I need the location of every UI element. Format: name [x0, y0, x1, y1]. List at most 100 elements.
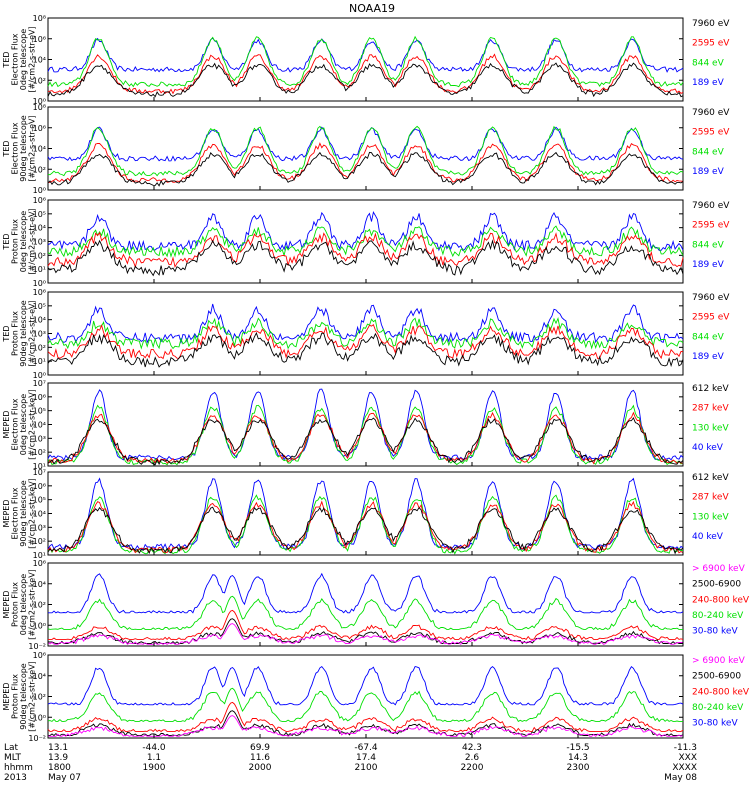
series-trace-1 [47, 500, 684, 554]
series-trace-0 [47, 331, 684, 368]
series-trace-0 [47, 715, 684, 737]
legend-entry: 612 keV [692, 473, 729, 483]
y-axis-label-line: Electron Flux [11, 33, 20, 85]
y-axis-label-line: 90deg telescope [19, 300, 28, 367]
series-trace-3 [47, 687, 683, 723]
y-tick-label: 10⁶ [33, 196, 46, 205]
x-tick-label: May 08 [664, 773, 697, 783]
y-tick-label: 10¹ [33, 462, 46, 471]
y-tick-label: 10³ [33, 238, 46, 247]
panel-frame [47, 291, 684, 376]
panel-frame [47, 106, 684, 191]
y-axis-label-line: Electron Flux [11, 487, 20, 539]
series-trace-1 [48, 710, 684, 737]
legend-entry: 2595 eV [692, 39, 730, 49]
y-axis-label-line: 90deg telescope [19, 480, 28, 547]
y-axis-label-line: 0deg telescope [19, 574, 28, 635]
panel-4: 10⁰ 10¹ 10² 10³ 10⁴ 10⁵ 10⁶ TED Proton Flux 90deg… [2, 288, 730, 380]
x-axis-row-label: MLT [4, 753, 22, 763]
y-tick-label: 10⁰ [33, 621, 46, 630]
y-axis-label-line: Proton Flux [11, 582, 20, 627]
legend-entry: 40 keV [692, 532, 724, 542]
y-tick-label: 10³ [33, 330, 46, 339]
series-trace-3 [47, 595, 683, 631]
y-tick-label: 10⁵ [33, 407, 46, 416]
x-tick-label: 2300 [567, 763, 590, 773]
series-trace-2 [47, 701, 684, 733]
y-axis-label-line: 90deg telescope [19, 115, 28, 182]
y-tick-label: 10⁶ [33, 651, 46, 660]
panel-2: 10⁰ 10² 10⁴ 10⁶ 10⁸ TED Electron Flux 90deg tel… [2, 103, 730, 195]
y-tick-label: 10² [33, 343, 46, 352]
legend-entry: 2595 eV [692, 221, 730, 231]
legend-entry: 80-240 keV [692, 703, 744, 713]
y-tick-label: 10² [33, 601, 46, 610]
legend-entry: 844 eV [692, 240, 725, 250]
x-tick-label: 1800 [48, 763, 71, 773]
legend-entry: 2500-6900 [692, 580, 741, 590]
x-tick-label: 42.3 [462, 743, 482, 753]
y-axis-label-line: Proton Flux [11, 219, 20, 264]
series-trace-1 [47, 142, 684, 183]
y-tick-label: 10² [33, 693, 46, 702]
legend-entry: > 6900 keV [692, 656, 746, 666]
y-axis-label-line: TED [2, 233, 11, 250]
y-tick-label: 10⁴ [33, 224, 46, 233]
y-axis-label-line: [#/cm2-s-str-eV] [28, 208, 37, 274]
y-tick-label: 10² [33, 448, 46, 457]
series-trace-4 [48, 572, 684, 614]
x-tick-label: 11.6 [250, 753, 270, 763]
legend-entry: 189 eV [692, 167, 725, 177]
y-axis-label-line: [#/cm2-s-str-keV] [28, 389, 37, 460]
y-axis-label-line: [#/cm2-s-str-keV] [28, 569, 37, 640]
legend-entry: 844 eV [692, 147, 725, 157]
y-tick-label: 10¹ [33, 265, 46, 274]
panel-6: 10¹ 10² 10³ 10⁴ 10⁵ 10⁶ 10⁷ MEPED Electron Flux 9… [2, 468, 729, 560]
legend-entry: 7960 eV [692, 201, 730, 211]
legend-entry: 240-800 keV [692, 595, 750, 605]
y-axis-label-line: [#/cm2-s-str-eV] [28, 115, 37, 181]
series-trace-2 [47, 125, 684, 177]
panels: 10⁰ 10² 10⁴ 10⁶ 10⁸ TED Electron Flux 0deg tele… [2, 14, 750, 743]
legend-entry: 844 eV [692, 332, 725, 342]
y-tick-label: 10⁴ [33, 56, 46, 65]
series-trace-4 [47, 665, 684, 706]
legend-entry: 287 keV [692, 404, 729, 414]
x-tick-label: May 07 [48, 773, 81, 783]
y-tick-label: 10¹ [33, 357, 46, 366]
series-trace-1 [47, 323, 684, 360]
series-trace-3 [47, 477, 684, 551]
legend-entry: 40 keV [692, 443, 724, 453]
chart-title: NOAA19 [349, 2, 395, 15]
y-tick-label: 10⁶ [33, 35, 46, 44]
x-axis-row-label: 2013 [4, 773, 27, 783]
y-tick-label: 10⁴ [33, 672, 46, 681]
series-trace-1 [47, 53, 684, 95]
legend-entry: 612 keV [692, 384, 729, 394]
y-tick-label: 10² [33, 165, 46, 174]
y-tick-label: 10⁶ [33, 288, 46, 297]
y-tick-label: 10⁴ [33, 145, 46, 154]
x-axis-row-label: hhmm [4, 763, 33, 773]
x-axis-row-label: Lat [4, 743, 19, 753]
y-axis-label-line: [#/cm2-s-str-keV] [28, 661, 37, 732]
y-tick-label: 10⁴ [33, 421, 46, 430]
y-tick-label: 10⁰ [33, 279, 46, 288]
legend-entry: 7960 eV [692, 293, 730, 303]
x-tick-label: 2000 [249, 763, 272, 773]
legend-entry: 7960 eV [692, 108, 730, 118]
y-axis-label-line: Electron Flux [11, 122, 20, 174]
y-axis-label-line: Proton Flux [11, 311, 20, 356]
legend-entry: 80-240 keV [692, 611, 744, 621]
y-tick-label: 10⁶ [33, 393, 46, 402]
legend-entry: 7960 eV [692, 19, 730, 29]
legend-entry: 189 eV [692, 78, 725, 88]
x-tick-label: 13.9 [48, 753, 68, 763]
panel-7: 10⁻² 10⁰ 10² 10⁴ 10⁶ MEPED Proton Flux 0deg tel… [2, 559, 750, 651]
legend-entry: 2500-6900 [692, 672, 741, 682]
y-tick-label: 10⁶ [33, 559, 46, 568]
y-tick-label: 10⁸ [33, 103, 46, 112]
legend-entry: > 6900 keV [692, 564, 746, 574]
y-tick-label: 10⁸ [33, 14, 46, 23]
